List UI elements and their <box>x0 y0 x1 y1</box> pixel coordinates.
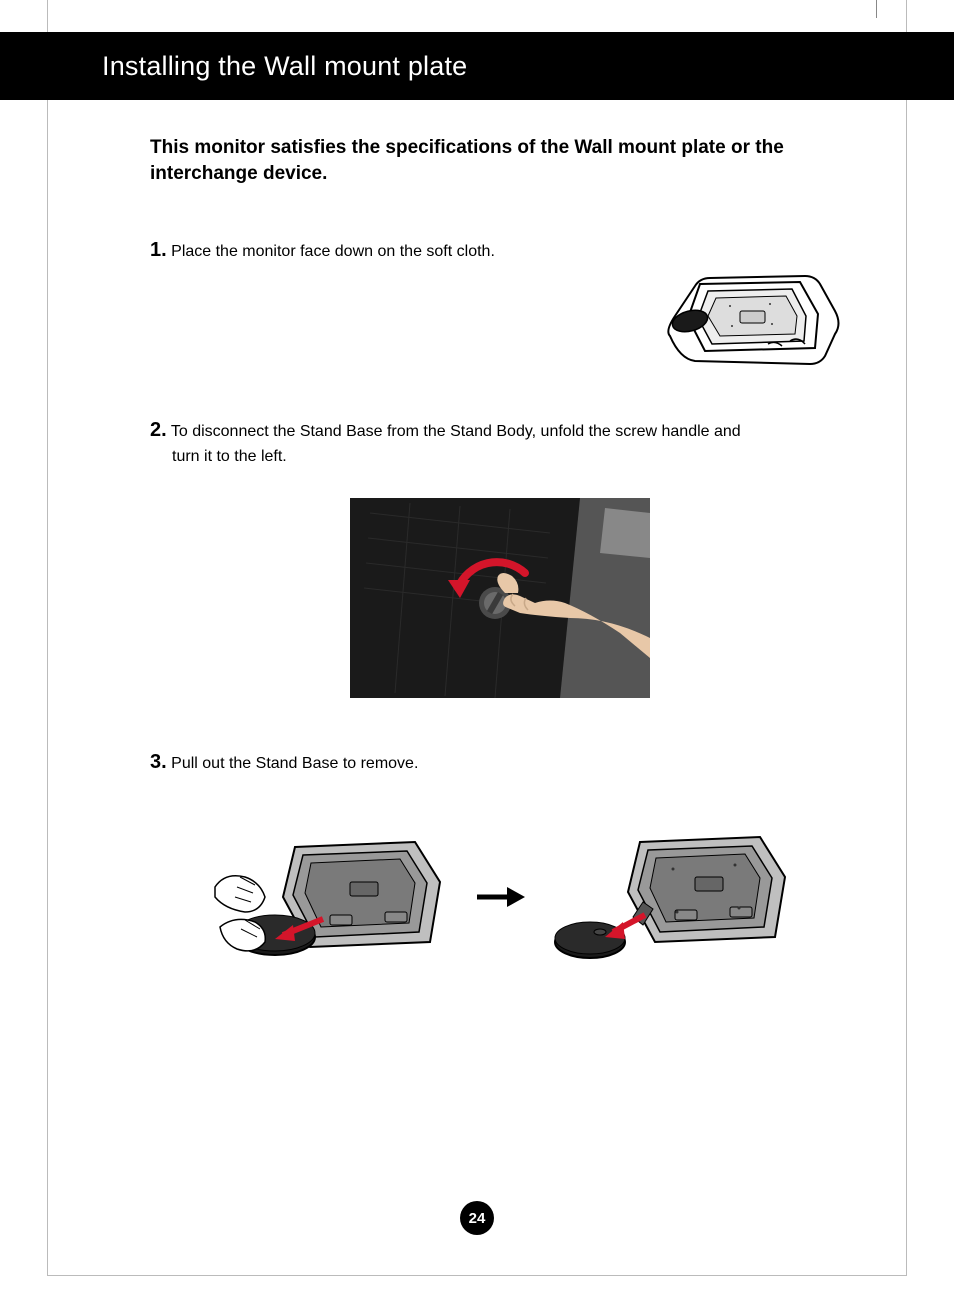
step-3: 3. Pull out the Stand Base to remove. <box>150 748 850 977</box>
step-1-text: 1. Place the monitor face down on the so… <box>150 236 630 265</box>
page-number: 24 <box>469 1210 486 1227</box>
step-1: 1. Place the monitor face down on the so… <box>150 236 850 386</box>
step-3-number: 3. <box>150 751 167 773</box>
step-3-body: Pull out the Stand Base to remove. <box>171 755 418 772</box>
step-2-body-cont: turn it to the left. <box>150 445 850 468</box>
arrow-icon <box>475 882 525 912</box>
content-area: This monitor satisfies the specification… <box>150 135 850 1007</box>
figure-3b <box>545 817 795 977</box>
section-header: Installing the Wall mount plate <box>0 32 954 100</box>
figure-3-row <box>150 817 850 977</box>
step-3-text: 3. Pull out the Stand Base to remove. <box>150 748 850 777</box>
figure-2-screw-photo <box>350 498 650 698</box>
step-1-body: Place the monitor face down on the soft … <box>171 243 495 260</box>
figure-3a <box>205 817 455 977</box>
page-number-badge: 24 <box>460 1201 494 1235</box>
step-1-number: 1. <box>150 239 167 261</box>
section-title: Installing the Wall mount plate <box>102 51 467 82</box>
step-2-body: To disconnect the Stand Base from the St… <box>171 423 741 440</box>
figure-1-monitor-on-cloth <box>650 236 850 386</box>
intro-text: This monitor satisfies the specification… <box>150 135 850 186</box>
step-2: 2. To disconnect the Stand Base from the… <box>150 416 850 698</box>
step-2-number: 2. <box>150 419 167 441</box>
step-2-text: 2. To disconnect the Stand Base from the… <box>150 416 850 468</box>
